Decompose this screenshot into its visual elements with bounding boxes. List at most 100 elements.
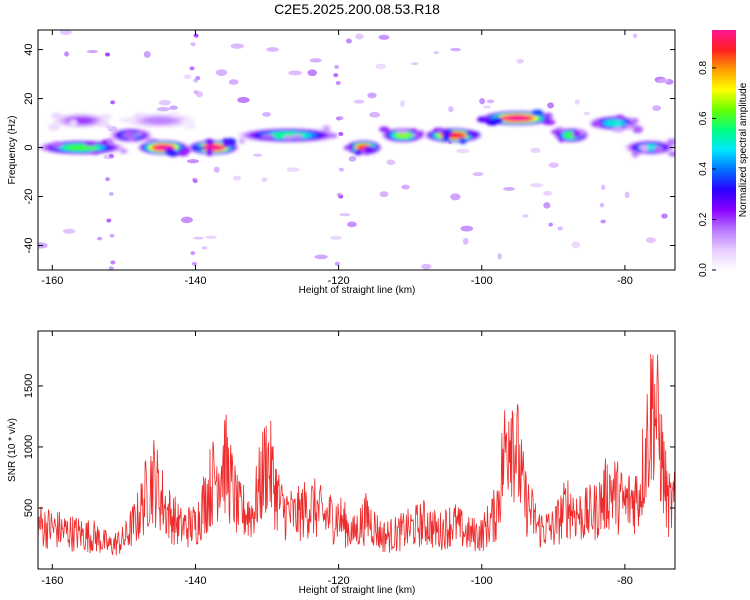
heatmap-speckle [309,58,322,63]
y-tick-label: -20 [23,189,35,205]
y-tick-label: 0 [23,144,35,150]
x-tick-label: -120 [328,575,350,587]
heatmap-speckle [345,38,352,44]
heatmap-band [424,127,482,145]
heatmap-speckle [472,172,484,177]
heatmap-speckle [379,191,389,198]
heatmap-speckle [462,237,469,245]
heatmap-streak [338,116,344,121]
colorbar-ticks: 0.0 0.2 0.4 0.6 0.8 [698,61,716,277]
heatmap-speckle [307,69,318,77]
heatmap-speckle [86,49,99,54]
y-tick-label: 500 [23,499,35,517]
heatmap-speckle [228,79,239,85]
heatmap-streak [193,90,199,95]
heatmap-speckle [543,190,552,196]
heatmap-speckle [503,187,515,191]
heatmap-speckle [661,213,668,219]
spectrogram-y-axis: 40 20 0 -20 -40 [23,43,675,253]
heatmap-speckle [456,148,470,154]
heatmap-speckle [143,51,151,58]
heatmap-band [238,125,339,144]
heatmap-speckle [169,105,178,110]
heatmap-band [188,138,239,157]
heatmap-speckle [583,111,591,116]
heatmap-streak [105,177,111,182]
heatmap-speckle [183,74,192,80]
heatmap-streak [109,233,115,238]
heatmap-speckle [632,33,638,39]
colorbar-tick-label: 0.6 [698,111,709,125]
heatmap-band [379,126,425,143]
x-tick-label: -80 [617,575,633,587]
spectrogram-frame [37,29,676,271]
colorbar-tick-label: 0.4 [698,162,709,176]
spectrogram-panel: -160 -140 -120 -100 -80 40 20 0 -20 -40 Height o… [7,29,676,296]
heatmap-speckle [338,213,351,217]
x-tick-label: -160 [41,575,63,587]
heatmap-band [38,139,128,156]
heatmap-streak [338,167,344,172]
x-tick-label: -100 [471,575,493,587]
heatmap-streak [105,52,111,57]
heatmap-speckle [314,254,328,260]
heatmap-band [138,140,193,157]
heatmap-speckle [574,99,580,105]
colorbar-tick-label: 0.0 [698,263,709,277]
heatmap-streak [110,260,116,265]
y-tick-label: -40 [23,238,35,254]
y-tick-label: 1500 [23,374,35,398]
heatmap-speckle [433,51,440,55]
heatmap-streak [334,64,340,69]
snr-ylabel: SNR (10 * v/v) [7,418,18,482]
x-tick-label: -140 [184,575,206,587]
heatmap-speckle [652,105,662,112]
x-tick-label: -140 [184,275,206,287]
heatmap-speckle [557,226,563,231]
heatmap-speckle [262,112,271,117]
heatmap-streak [193,33,199,38]
heatmap-speckle [657,78,670,84]
heatmap-streak [191,261,197,266]
colorbar-tick-label: 0.8 [698,61,709,75]
snr-y-axis: 500 1000 1500 [23,374,675,517]
y-tick-label: 40 [23,43,35,55]
heatmap-speckle [237,96,250,104]
heatmap-speckle [378,34,390,40]
heatmap-speckle [497,253,502,260]
heatmap-streak [333,73,339,78]
heatmap-speckle [400,100,405,108]
y-tick-label: 1000 [23,435,35,459]
heatmap-speckle [369,111,381,118]
y-tick-label: 20 [23,92,35,104]
heatmap-streak [192,179,198,184]
heatmap-speckle [522,214,529,218]
heatmap-speckle [548,162,559,168]
heatmap-speckle [186,159,199,164]
heatmap-streak [106,218,112,223]
heatmap-speckle [386,159,396,166]
heatmap-streak [335,80,341,85]
heatmap-speckle [353,99,365,104]
heatmap-streak [108,191,114,196]
colorbar-tick-label: 0.2 [698,212,709,226]
heatmap-speckle [59,30,72,36]
heatmap-streak [189,66,195,71]
heatmap-speckle [329,235,343,240]
heatmap-speckle [547,102,554,109]
heatmap-speckle [348,155,357,162]
heatmap-speckle [261,177,268,182]
heatmap-speckle [460,225,474,232]
heatmap-speckle [201,246,208,250]
heatmap-layer [38,30,675,270]
heatmap-speckle [421,263,432,270]
heatmap-speckle [347,221,357,228]
heatmap-speckle [205,235,217,239]
heatmap-speckle [450,193,461,201]
heatmap-speckle [486,99,495,104]
snr-line [38,353,675,556]
heatmap-speckle [645,237,656,244]
heatmap-speckle [543,202,551,209]
heatmap-speckle [624,191,630,199]
snr-panel: -160 -140 -120 -100 -80 500 1000 1500 Height o… [7,330,676,596]
